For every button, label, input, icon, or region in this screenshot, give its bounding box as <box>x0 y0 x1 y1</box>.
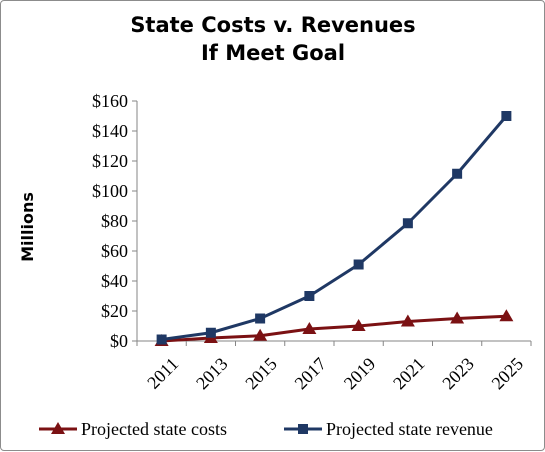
series-0-point <box>253 328 268 341</box>
y-tick-label: $20 <box>101 301 128 321</box>
series-0-point <box>351 319 366 331</box>
legend-marker-0 <box>51 422 65 434</box>
x-tick-label: 2017 <box>291 354 331 394</box>
x-tick-label: 2025 <box>488 354 528 394</box>
x-tick-label: 2021 <box>389 354 429 394</box>
series-1-point <box>402 218 413 229</box>
series-lines <box>154 111 514 346</box>
series-1-point <box>353 259 364 270</box>
y-tick-label: $40 <box>101 271 128 291</box>
x-tick-label: 2011 <box>143 354 182 393</box>
series-0-point <box>499 309 514 322</box>
legend-marker-1 <box>298 424 308 434</box>
legend-label-1: Projected state revenue <box>326 419 493 439</box>
y-tick-label: $120 <box>92 151 128 171</box>
x-tick-labels: 2011 2013 2015 2017 2019 2021 2023 2025 <box>143 354 527 394</box>
legend: Projected state costs Projected state rev… <box>39 419 493 439</box>
series-1-point <box>452 168 463 179</box>
y-tick-label: $140 <box>92 121 128 141</box>
y-tick-labels: $0 $20 $40 $60 $80 $100 $120 $140 $160 <box>92 91 128 351</box>
y-axis-label: Millions <box>18 192 37 262</box>
series-1-point <box>501 111 512 121</box>
series-0-point <box>302 322 317 334</box>
x-tick-label: 2013 <box>192 354 232 394</box>
series-0-point <box>450 311 465 324</box>
y-tick-label: $60 <box>101 241 128 261</box>
axes <box>132 100 532 346</box>
x-tick-label: 2019 <box>340 354 380 394</box>
series-line-1 <box>161 115 508 341</box>
chart-title-line-2: If Meet Goal <box>201 41 345 65</box>
series-line-0 <box>161 314 507 343</box>
y-tick-label: $0 <box>110 331 128 351</box>
y-tick-label: $100 <box>92 181 128 201</box>
y-tick-label: $80 <box>101 211 128 231</box>
series-0-point <box>400 314 415 327</box>
x-tick-label: 2023 <box>438 354 478 394</box>
series-1-point <box>205 327 216 338</box>
series-1-point <box>255 313 266 324</box>
series-1-point <box>304 291 315 301</box>
legend-label-0: Projected state costs <box>81 419 227 439</box>
chart-title-line-1: State Costs v. Revenues <box>130 13 415 37</box>
y-tick-label: $160 <box>92 91 128 111</box>
x-tick-label: 2015 <box>241 354 281 394</box>
series-1-point <box>156 334 167 345</box>
